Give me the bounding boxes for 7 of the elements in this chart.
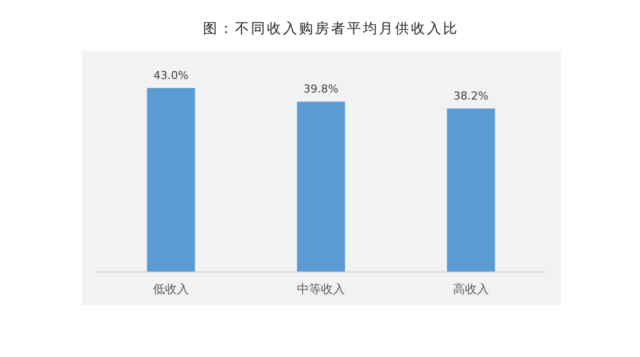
x-tick-label: 低收入 (153, 282, 189, 296)
chart-title: 图：不同收入购房者平均月供收入比 (203, 21, 459, 37)
data-label: 39.8% (304, 82, 338, 96)
x-tick-label: 高收入 (453, 282, 489, 296)
data-label: 43.0% (154, 69, 188, 82)
data-label: 38.2% (454, 90, 488, 103)
x-tick-label: 中等收入 (297, 282, 345, 296)
